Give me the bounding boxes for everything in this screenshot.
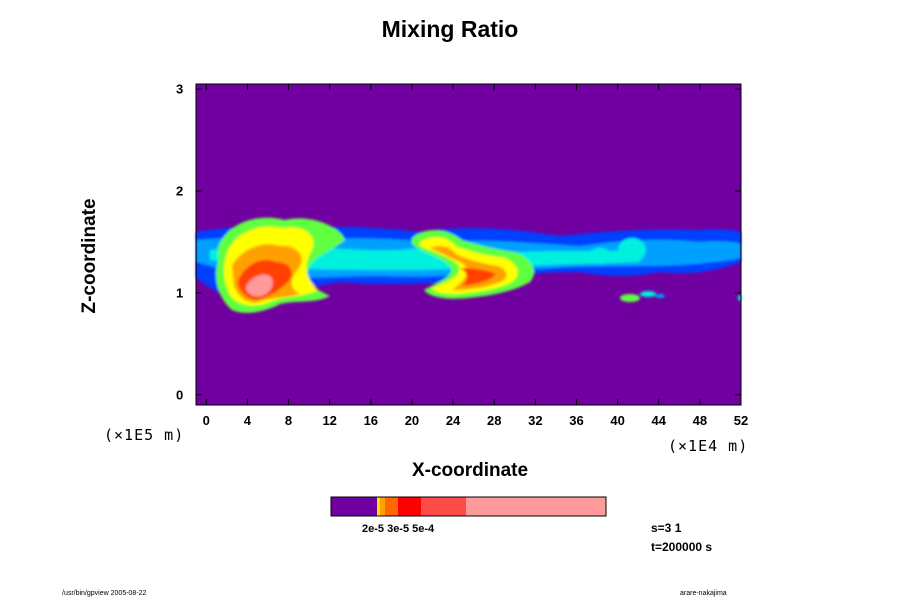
colorbar-segment [466, 497, 606, 516]
colorbar-segment [398, 497, 421, 516]
x-tick-label: 24 [445, 413, 461, 428]
puff-right-2 [674, 242, 706, 262]
blob-3 [655, 294, 665, 298]
x-tick-label: 28 [486, 413, 502, 428]
x-tick-label: 8 [284, 413, 293, 428]
storm-mid-red [460, 268, 496, 286]
x-tick-marks [205, 84, 742, 405]
x-tick-label: 52 [733, 413, 749, 428]
colorbar-segment [421, 497, 466, 516]
colorbar-segment [385, 497, 398, 516]
colorbar-segment [377, 497, 380, 516]
y-tick-label: 1 [176, 285, 184, 301]
y-scale-label: (×1E5 m) [104, 426, 185, 444]
t-info: t=200000 s [651, 540, 713, 554]
puff-right-3 [588, 248, 612, 264]
colorbar-segment [380, 497, 385, 516]
footer-right: arare-nakajima [680, 590, 727, 597]
x-tick-label: 44 [651, 413, 666, 428]
x-scale-label: (×1E4 m) [668, 437, 749, 455]
x-tick-label: 20 [404, 413, 420, 428]
x-tick-label: 32 [528, 413, 543, 428]
blob-2 [640, 291, 656, 297]
chart-title: Mixing Ratio [381, 16, 519, 42]
puff-right-1 [618, 238, 646, 262]
colorbar-frame [330, 496, 607, 517]
x-tick-label: 4 [243, 413, 252, 428]
x-tick-label: 0 [202, 413, 210, 428]
y-tick-label: 3 [176, 81, 184, 97]
y-tick-marks [196, 88, 741, 396]
x-tick-label: 12 [322, 413, 337, 428]
x-axis-label: X-coordinate [411, 460, 529, 481]
y-axis-label: Z-coordinate [79, 198, 100, 314]
colorbar-labels: 2e-5 3e-5 5e-4 [362, 523, 435, 535]
storm-left-pink [246, 274, 273, 297]
y-tick-label: 0 [176, 387, 184, 403]
x-tick-label: 40 [610, 413, 625, 428]
x-tick-label: 48 [692, 413, 708, 428]
colorbar-segment [331, 497, 377, 516]
x-tick-label: 16 [363, 413, 379, 428]
s-info: s=3 1 [651, 521, 682, 535]
y-tick-label: 2 [176, 183, 184, 199]
blob-1 [620, 294, 640, 302]
footer-left: /usr/bin/gpview 2005-08-22 [62, 590, 147, 597]
colorbar [330, 496, 607, 517]
x-tick-label: 36 [569, 413, 584, 428]
mixing-ratio-field [196, 217, 742, 313]
